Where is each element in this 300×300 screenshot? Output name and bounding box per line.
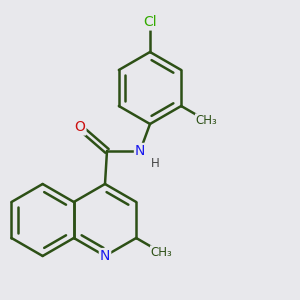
Text: H: H	[151, 157, 160, 170]
Text: N: N	[100, 249, 110, 263]
Text: Cl: Cl	[143, 16, 157, 29]
Text: CH₃: CH₃	[151, 246, 172, 259]
Text: N: N	[135, 144, 145, 158]
Text: O: O	[75, 121, 86, 134]
Text: CH₃: CH₃	[196, 114, 218, 127]
